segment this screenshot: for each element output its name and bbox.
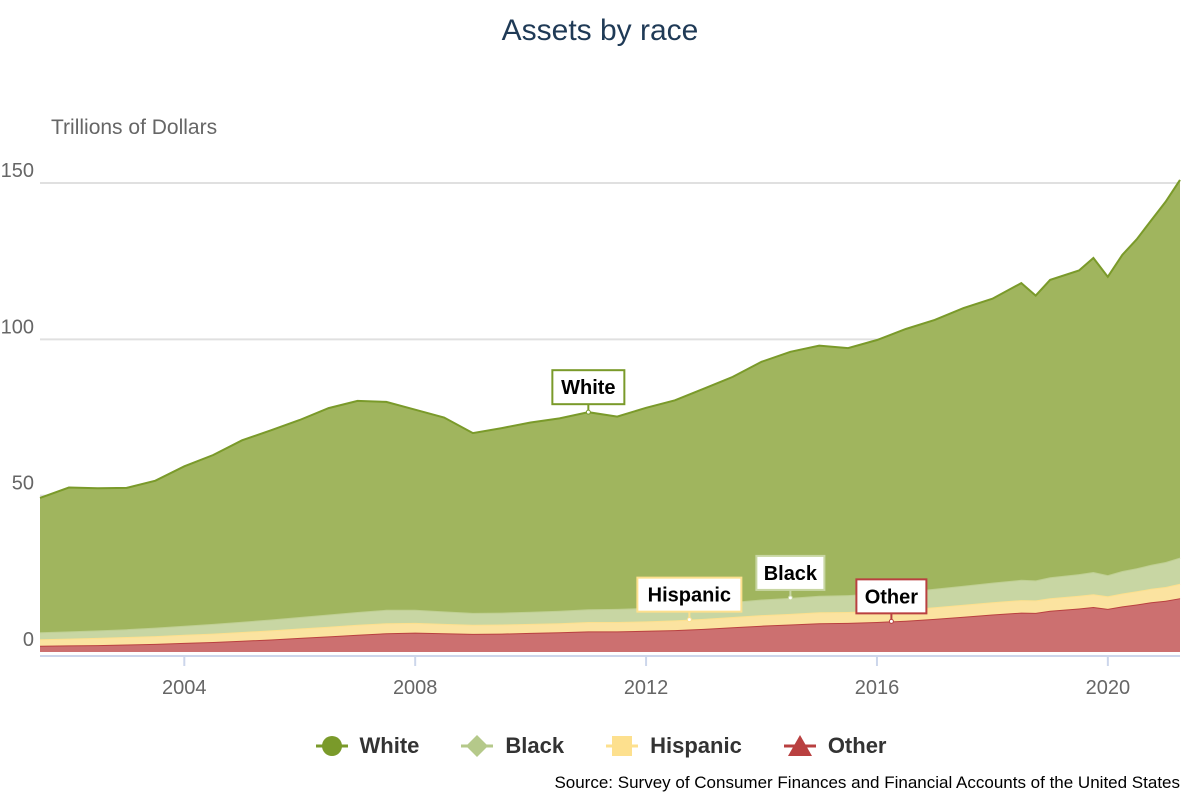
annotation-anchor xyxy=(686,617,692,623)
triangle-marker-icon xyxy=(783,735,816,756)
annotation-anchor xyxy=(585,409,591,415)
y-tick-label: 50 xyxy=(12,473,34,495)
stacked-areas xyxy=(39,179,1181,652)
area-hispanic xyxy=(40,583,1180,646)
annotation-anchor xyxy=(888,618,894,624)
chart-title: Assets by race xyxy=(501,14,699,47)
annotation-black: Black xyxy=(755,554,826,601)
x-tick-label: 2004 xyxy=(162,677,207,699)
x-tick-label: 2008 xyxy=(393,677,438,699)
legend: White Black Hispanic Other xyxy=(0,733,1200,759)
annotation-other: Other xyxy=(855,578,928,624)
x-tick-label: 2020 xyxy=(1086,677,1131,699)
y-tick-label: 100 xyxy=(1,316,34,338)
annotation-anchor xyxy=(787,595,793,601)
circle-marker-icon xyxy=(315,736,348,756)
area-white xyxy=(40,179,1180,633)
annotation-box xyxy=(636,576,743,613)
legend-label: Hispanic xyxy=(650,733,742,758)
annotation-label: Other xyxy=(865,586,919,608)
y-tick-label: 150 xyxy=(1,160,34,182)
x-tick-label: 2016 xyxy=(855,677,900,699)
annotation-white: White xyxy=(551,369,626,415)
legend-item-white[interactable]: White xyxy=(314,733,420,759)
annotation-box xyxy=(755,554,826,591)
x-tick-label: 2012 xyxy=(624,677,669,699)
chart-plot: 0 50 100 150 2004 2008 2012 2016 2020 White Hispa… xyxy=(1,160,1181,699)
annotation-box xyxy=(855,578,928,615)
axes: 0 50 100 150 2004 2008 2012 2016 2020 xyxy=(1,160,1180,699)
y-axis-label: Trillions of Dollars xyxy=(51,116,218,139)
annotation-hispanic: Hispanic xyxy=(636,576,743,623)
annotation-label: White xyxy=(561,377,615,399)
diamond-marker-icon xyxy=(461,735,494,757)
annotation-box xyxy=(551,369,626,406)
legend-item-black[interactable]: Black xyxy=(459,733,564,759)
legend-label: White xyxy=(359,733,420,758)
annotation-label: Black xyxy=(764,563,818,585)
annotation-label: Hispanic xyxy=(648,585,731,607)
source-note: Source: Survey of Consumer Finances and … xyxy=(554,773,1180,792)
area-black xyxy=(40,557,1180,640)
legend-item-hispanic[interactable]: Hispanic xyxy=(604,733,742,759)
legend-label: Other xyxy=(827,733,887,758)
line-white xyxy=(39,179,1181,499)
legend-label: Black xyxy=(505,733,565,758)
square-marker-icon xyxy=(606,736,639,756)
area-other xyxy=(40,598,1180,652)
y-tick-label: 0 xyxy=(23,629,34,651)
annotations: White Hispanic Black Other xyxy=(551,369,928,624)
legend-item-other[interactable]: Other xyxy=(782,733,887,759)
